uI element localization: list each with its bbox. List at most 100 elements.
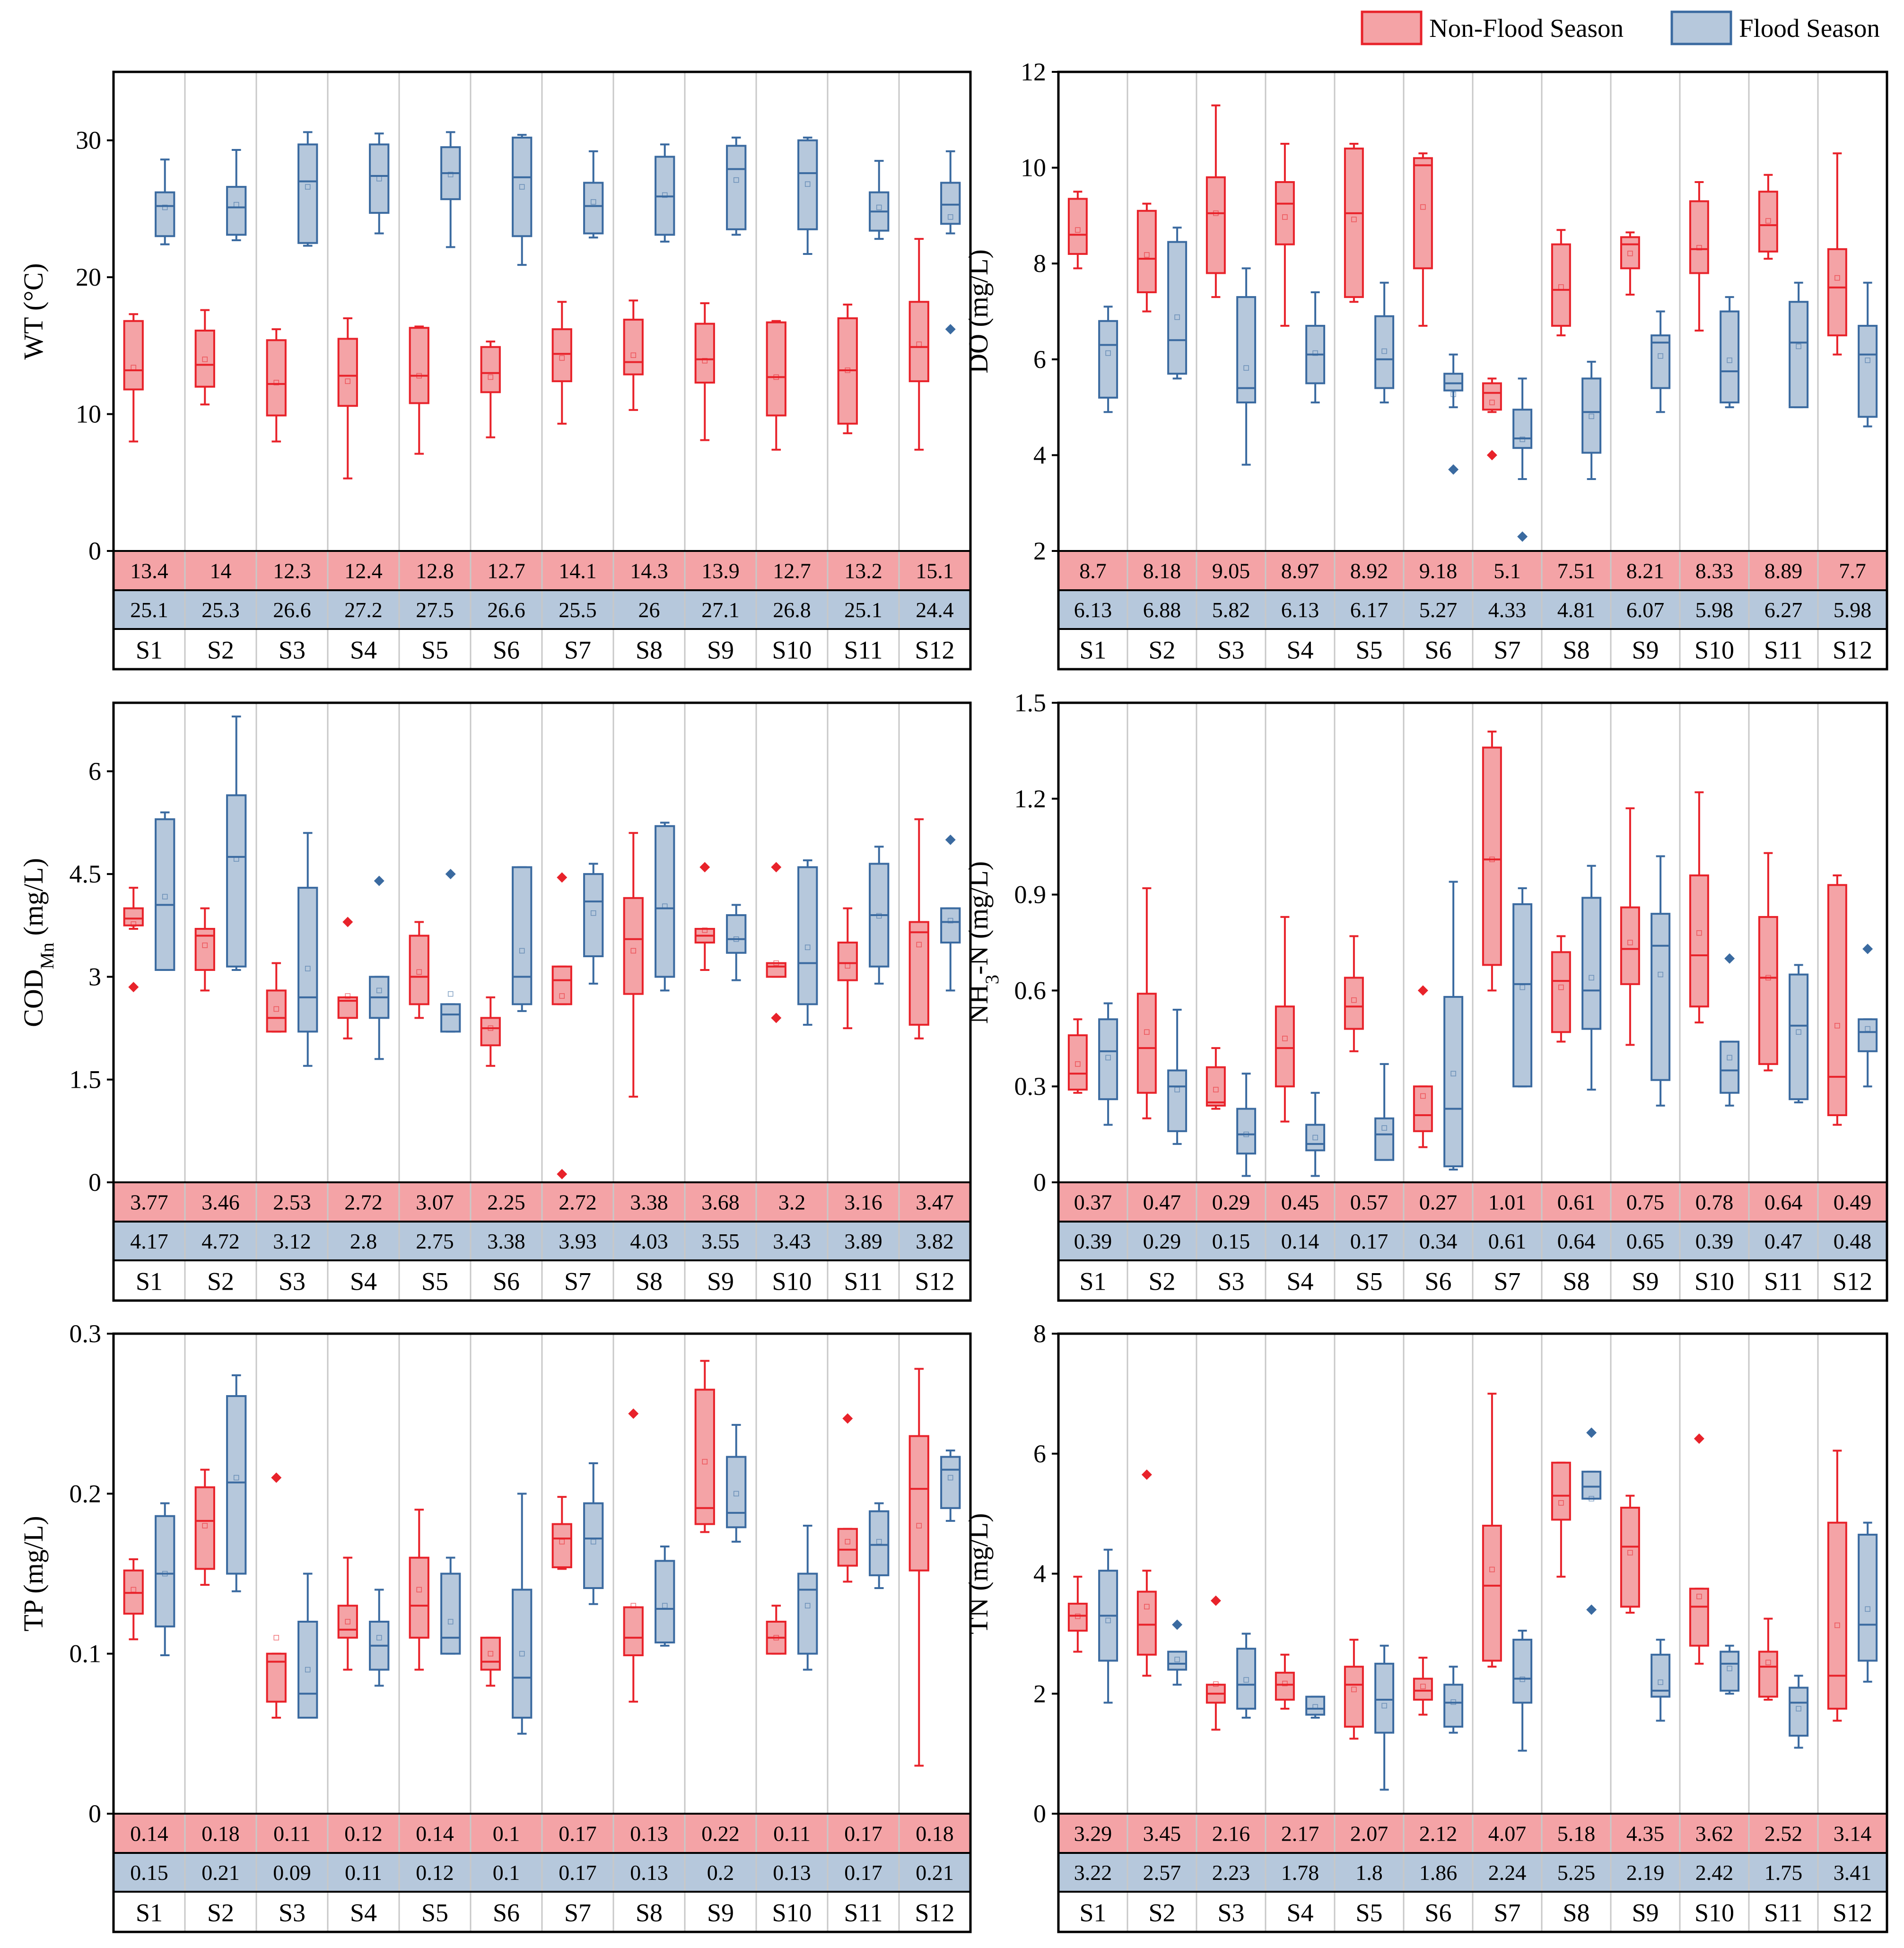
outlier-point [1586, 1427, 1597, 1438]
box-nonflood-S8 [623, 832, 644, 1098]
box-flood-S1 [155, 811, 175, 971]
category-label: S1 [136, 636, 163, 664]
box-flood-S12 [940, 1449, 961, 1522]
box-mean-marker [630, 1603, 637, 1608]
box-mean-marker [1865, 1026, 1870, 1032]
mean-nonflood-cell: 2.12 [1419, 1822, 1458, 1846]
box-flood-S5 [440, 131, 461, 248]
box-mean-marker [519, 184, 525, 190]
box-mean-marker [1796, 1706, 1801, 1712]
box-flood-S10 [1720, 1644, 1740, 1695]
mean-nonflood-cell: 14.1 [559, 559, 597, 583]
mean-nonflood-cell: 0.17 [844, 1822, 882, 1846]
box-flood-S9 [1651, 310, 1671, 413]
category-label: S5 [1355, 636, 1382, 664]
y-tick-label: 6 [1033, 345, 1046, 374]
category-label: S9 [1632, 1267, 1659, 1296]
box-nonflood-S11 [1758, 1617, 1778, 1701]
box-iqr [337, 1605, 358, 1639]
box-nonflood-S2 [194, 907, 215, 992]
y-tick-label: 0.3 [70, 1319, 102, 1348]
mean-flood-cell: 5.27 [1419, 598, 1458, 622]
box-mean-marker [702, 927, 708, 933]
category-label: S4 [1286, 1899, 1313, 1927]
box-flood-S11 [1789, 1675, 1809, 1749]
mean-flood-cell: 5.98 [1834, 598, 1872, 622]
box-mean-marker [733, 177, 739, 183]
box-mean-marker [702, 358, 708, 364]
box-nonflood-S4 [1275, 1653, 1295, 1710]
mean-nonflood-cell: 13.9 [701, 559, 740, 583]
category-label: S8 [1563, 1267, 1590, 1296]
mean-flood-cell: 6.13 [1074, 598, 1112, 622]
mean-nonflood-cell: 3.77 [130, 1190, 168, 1214]
box-flood-S6 [1443, 353, 1464, 475]
mean-nonflood-cell: 3.47 [916, 1190, 954, 1214]
box-mean-marker [702, 1459, 708, 1465]
box-iqr [1413, 157, 1433, 270]
mean-nonflood-cell: 2.07 [1350, 1822, 1389, 1846]
chart-panel-6: 0 2 4 6 8 TN (mg/L) 3.29 3.22 S1 3.45 2.57 S2 2.16 2.… [963, 1319, 1888, 1933]
box-mean-marker [162, 204, 168, 210]
mean-nonflood-cell: 7.7 [1839, 559, 1866, 583]
mean-flood-cell: 2.19 [1626, 1861, 1665, 1885]
box-iqr [512, 136, 533, 237]
mean-nonflood-cell: 2.72 [559, 1190, 597, 1214]
box-mean-marker [1075, 227, 1081, 233]
box-mean-marker [233, 201, 239, 208]
box-mean-marker [202, 943, 208, 948]
category-label: S4 [350, 636, 377, 664]
mean-nonflood-cell: 2.17 [1281, 1822, 1319, 1846]
box-mean-marker [916, 1523, 922, 1529]
box-mean-marker [1658, 971, 1663, 978]
box-mean-marker [1489, 1566, 1495, 1572]
box-iqr [1581, 897, 1602, 1030]
box-nonflood-S12 [1827, 152, 1847, 356]
y-tick-label: 0 [88, 537, 101, 565]
box-mean-marker [1589, 1496, 1594, 1502]
mean-flood-cell: 1.75 [1764, 1861, 1803, 1885]
box-mean-marker [1520, 1677, 1525, 1682]
box-nonflood-S7 [1482, 377, 1502, 461]
box-mean-marker [845, 1539, 851, 1545]
y-tick-label: 6 [1033, 1440, 1046, 1468]
box-mean-marker [590, 199, 596, 205]
mean-flood-cell: 3.82 [916, 1229, 954, 1253]
box-iqr [1827, 248, 1847, 337]
mean-flood-cell: 0.14 [1281, 1229, 1319, 1253]
box-flood-S2 [1167, 1008, 1188, 1145]
box-iqr [655, 825, 675, 978]
box-mean-marker [1765, 975, 1771, 981]
box-iqr [1789, 973, 1809, 1101]
outlier-point [1517, 531, 1528, 542]
box-iqr [940, 907, 961, 943]
box-mean-marker [1243, 1131, 1249, 1137]
panel-frame [1057, 1332, 1888, 1933]
box-flood-S4 [369, 1589, 390, 1687]
mean-nonflood-cell: 0.64 [1764, 1190, 1803, 1214]
box-mean-marker [416, 1587, 422, 1593]
box-flood-S4 [369, 132, 390, 235]
box-flood-S11 [869, 160, 890, 240]
box-iqr [1344, 977, 1364, 1030]
box-mean-marker [1727, 1666, 1732, 1671]
mean-nonflood-cell: 8.18 [1143, 559, 1181, 583]
box-mean-marker [1105, 350, 1111, 356]
mean-flood-cell: 1.8 [1355, 1861, 1383, 1885]
box-flood-S5 [440, 1556, 461, 1655]
box-iqr [940, 182, 961, 225]
box-mean-marker [1420, 204, 1426, 210]
box-mean-marker [1865, 1606, 1870, 1612]
mean-nonflood-cell: 4.35 [1626, 1822, 1665, 1846]
category-label: S3 [1217, 636, 1244, 664]
box-mean-marker [1282, 1036, 1288, 1041]
box-iqr [1581, 377, 1602, 454]
mean-nonflood-cell: 0.18 [201, 1822, 240, 1846]
y-tick-label: 1.5 [1014, 689, 1047, 717]
box-flood-S7 [1512, 377, 1533, 542]
box-iqr [1689, 874, 1709, 1008]
category-label: S8 [636, 1267, 663, 1296]
mean-flood-cell: 0.21 [201, 1861, 240, 1885]
outlier-point [945, 834, 956, 845]
mean-flood-cell: 25.1 [844, 598, 882, 622]
